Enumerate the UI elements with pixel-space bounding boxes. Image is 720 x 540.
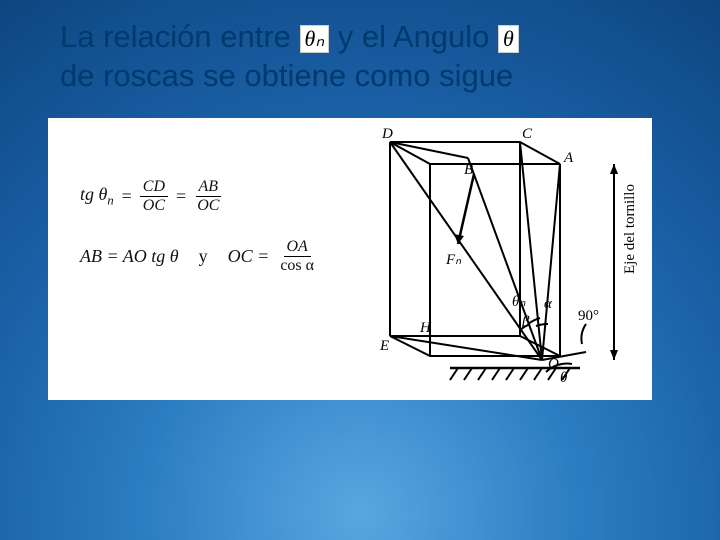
label-C: C bbox=[522, 126, 533, 142]
eq2-lhs: AB = AO tg θ bbox=[76, 246, 183, 267]
eq2-f-num: OA bbox=[284, 238, 311, 257]
eq1-lhs-text: tg θ bbox=[80, 184, 107, 204]
title-text-1: La relación entre bbox=[60, 19, 300, 54]
label-H: H bbox=[419, 320, 432, 336]
slide-title: La relación entre θₙ y el Angulo θ de ro… bbox=[60, 18, 680, 96]
label-B: B bbox=[464, 162, 473, 178]
eq1-f2-num: AB bbox=[196, 178, 222, 197]
eq1-f1-den: OC bbox=[140, 197, 168, 215]
eq1-lhs: tg θn bbox=[76, 184, 118, 209]
label-alpha: α bbox=[544, 296, 553, 312]
equation-block: tg θn = CD OC = AB OC AB = AO tg θ y OC … bbox=[76, 178, 321, 298]
content-panel: tg θn = CD OC = AB OC AB = AO tg θ y OC … bbox=[48, 118, 652, 400]
symbol-theta: θ bbox=[498, 25, 519, 53]
label-E: E bbox=[379, 338, 389, 354]
label-Fn: Fₙ bbox=[445, 252, 462, 268]
eq2-mid: y bbox=[183, 246, 224, 267]
eq2-rhs-lhs: OC = bbox=[224, 246, 274, 267]
eq1-sub: n bbox=[107, 193, 113, 207]
title-text-2: y el Angulo bbox=[338, 19, 498, 54]
label-A: A bbox=[563, 150, 574, 166]
label-theta-n: θₙ bbox=[512, 294, 526, 310]
slide: La relación entre θₙ y el Angulo θ de ro… bbox=[0, 0, 720, 540]
eq1-frac-2: AB OC bbox=[194, 178, 222, 214]
label-O: O bbox=[548, 356, 559, 372]
label-axis: Eje del tornillo bbox=[622, 184, 638, 274]
equation-2: AB = AO tg θ y OC = OA cos α bbox=[76, 238, 321, 274]
title-text-3: de roscas se obtiene como sigue bbox=[60, 58, 513, 93]
label-D: D bbox=[381, 126, 393, 142]
label-beta: β bbox=[521, 314, 530, 330]
eq1-equals-1: = bbox=[118, 186, 136, 207]
label-theta: θ bbox=[560, 370, 568, 386]
eq1-f2-den: OC bbox=[194, 197, 222, 215]
equation-1: tg θn = CD OC = AB OC bbox=[76, 178, 321, 214]
eq1-equals-2: = bbox=[172, 186, 190, 207]
label-90: 90° bbox=[578, 308, 599, 324]
eq1-frac-1: CD OC bbox=[140, 178, 168, 214]
eq2-frac: OA cos α bbox=[277, 238, 317, 274]
eq1-f1-num: CD bbox=[140, 178, 168, 197]
geometry-diagram: D C A B E H O Fₙ θₙ α β 90° θ Eje del to… bbox=[350, 124, 646, 394]
eq2-f-den: cos α bbox=[277, 257, 317, 275]
symbol-theta-n: θₙ bbox=[300, 25, 330, 53]
